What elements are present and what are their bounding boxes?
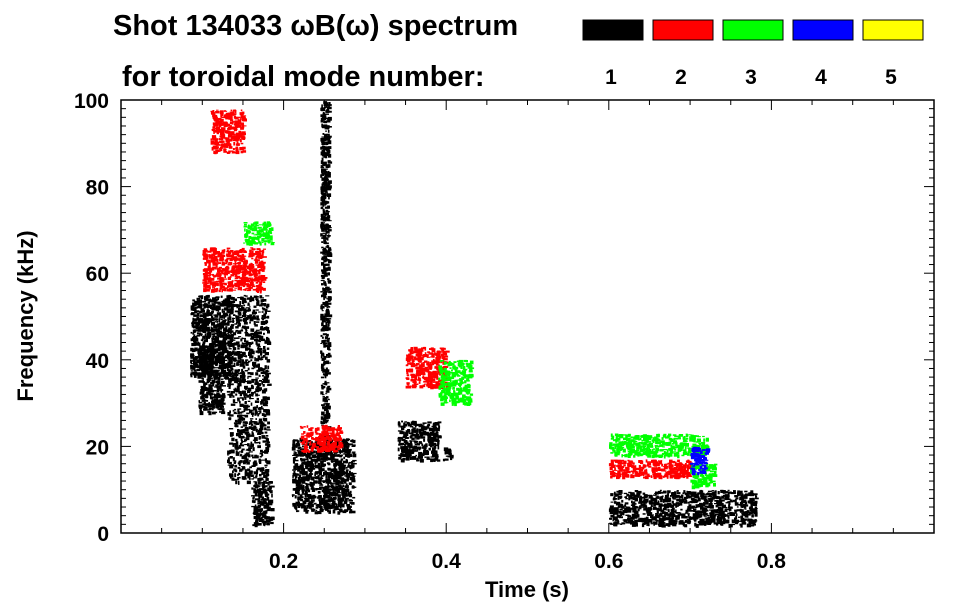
x-tick-label: 0.6 [594, 550, 623, 573]
legend-swatch-mode-5 [862, 19, 924, 41]
axis-ticks [121, 100, 934, 533]
spectrum-region [320, 101, 333, 441]
spectrum-region [210, 109, 247, 155]
plot-data [190, 101, 759, 528]
spectrum-region [690, 446, 711, 476]
spectrum-region [251, 481, 275, 528]
spectrum-region [243, 221, 275, 246]
legend-mode-label: 2 [675, 66, 687, 89]
x-tick-label: 0.8 [757, 550, 787, 573]
spectrum-region [397, 420, 442, 463]
y-tick-label: 80 [86, 177, 109, 200]
spectrum-region [198, 351, 227, 416]
x-tick-label: 0.4 [432, 550, 462, 573]
y-axis-title: Frequency (kHz) [13, 230, 38, 401]
y-tick-label: 20 [86, 436, 109, 459]
legend-mode-label: 3 [745, 66, 757, 89]
spectrum-region [608, 459, 695, 480]
spectrum-region [291, 437, 357, 515]
axis-tick-labels: 0.2 0.4 0.6 0.8 0 20 40 60 80 100 [74, 90, 786, 573]
legend-swatch-mode-1 [582, 19, 644, 41]
y-tick-label: 40 [86, 350, 109, 373]
series-n4 [690, 446, 711, 476]
spectrum-region [202, 247, 268, 294]
y-tick-label: 0 [97, 523, 109, 546]
spectrum-region [226, 294, 272, 485]
series-n2 [202, 109, 695, 480]
legend-mode-label: 5 [885, 66, 897, 89]
legend-swatch-mode-4 [792, 19, 854, 41]
x-tick-label: 0.2 [269, 550, 298, 573]
legend-swatch-mode-2 [652, 19, 714, 41]
chart-title-line2: for toroidal mode number: [122, 61, 485, 93]
spectrum-region [299, 424, 344, 453]
chart-title-line1: Shot 134033 ωB(ω) spectrum [113, 10, 518, 42]
spectrum-region [442, 447, 454, 462]
legend: 1 2 3 4 5 [582, 19, 924, 89]
series-n1 [190, 101, 759, 528]
spectrum-region [438, 359, 475, 407]
legend-mode-label: 1 [605, 66, 617, 89]
y-tick-label: 60 [86, 263, 109, 286]
spectrum-region [190, 294, 235, 381]
legend-swatch-mode-3 [722, 19, 784, 41]
spectrum-region [608, 489, 759, 528]
x-axis-title: Time (s) [485, 577, 569, 602]
legend-mode-label: 4 [815, 66, 827, 89]
y-tick-label: 100 [74, 90, 109, 113]
series-n3 [243, 221, 718, 490]
